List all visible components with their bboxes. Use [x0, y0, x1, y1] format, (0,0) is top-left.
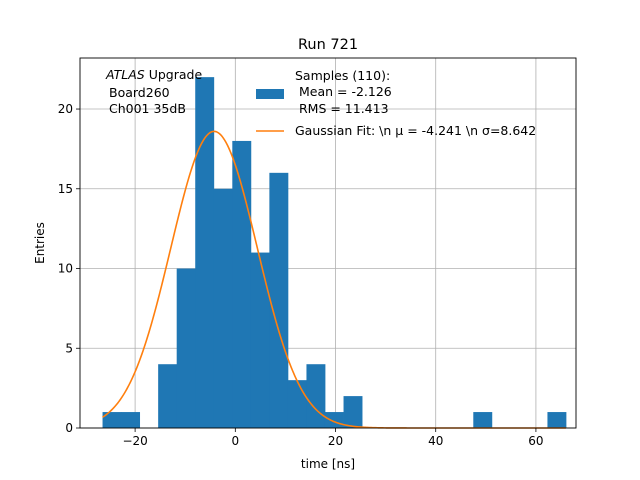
x-tick-label: 40 [428, 434, 443, 448]
x-axis-label: time [ns] [301, 457, 355, 471]
y-axis-label: Entries [33, 222, 47, 264]
legend-hist-line-1: Samples (110): [295, 68, 390, 83]
y-tick-label: 0 [65, 421, 73, 435]
histogram-bar [343, 396, 363, 428]
legend-hist-swatch [256, 89, 284, 99]
histogram-bar [195, 77, 215, 428]
tick-labels: −20 0 20 40 60 0 5 10 15 20 [58, 102, 544, 448]
histogram-bar [250, 252, 270, 428]
histogram-bar [232, 140, 252, 428]
y-tick-label: 5 [65, 341, 73, 355]
atlas-upgrade-text: Upgrade [145, 67, 203, 82]
histogram-bar [306, 364, 326, 428]
svg-text:ATLAS Upgrade: ATLAS Upgrade [105, 67, 202, 82]
histogram-bar [547, 412, 567, 428]
histogram-bar [102, 412, 122, 428]
legend-hist-line-2: Mean = -2.126 [295, 84, 392, 99]
y-tick-label: 15 [58, 182, 73, 196]
atlas-annotation: ATLAS Upgrade Board260 Ch001 35dB [105, 67, 202, 116]
histogram-bar [287, 380, 307, 428]
annotation-board: Board260 [109, 85, 170, 100]
chart-title: Run 721 [298, 37, 358, 53]
y-tick-label: 20 [58, 102, 73, 116]
histogram-bar [269, 172, 289, 428]
atlas-italic-text: ATLAS [105, 67, 145, 82]
histogram-bar [176, 268, 196, 428]
histogram-bar [121, 412, 141, 428]
histogram-bars [102, 77, 567, 428]
x-tick-label: −20 [122, 434, 147, 448]
legend-fit-label: Gaussian Fit: \n μ = -4.241 \n σ=8.642 [295, 123, 536, 138]
histogram-bar [473, 412, 493, 428]
x-tick-label: 0 [231, 434, 239, 448]
axes-frame [79, 57, 577, 429]
histogram-bar [158, 364, 178, 428]
x-tick-label: 20 [328, 434, 343, 448]
y-tick-label: 10 [58, 262, 73, 276]
legend: Samples (110): Mean = -2.126 RMS = 11.41… [256, 68, 536, 138]
histogram-bar [213, 188, 233, 428]
x-tick-label: 60 [528, 434, 543, 448]
legend-hist-line-3: RMS = 11.413 [295, 101, 389, 116]
tick-marks [76, 108, 537, 432]
histogram-bar [324, 412, 344, 428]
annotation-channel: Ch001 35dB [109, 101, 186, 116]
